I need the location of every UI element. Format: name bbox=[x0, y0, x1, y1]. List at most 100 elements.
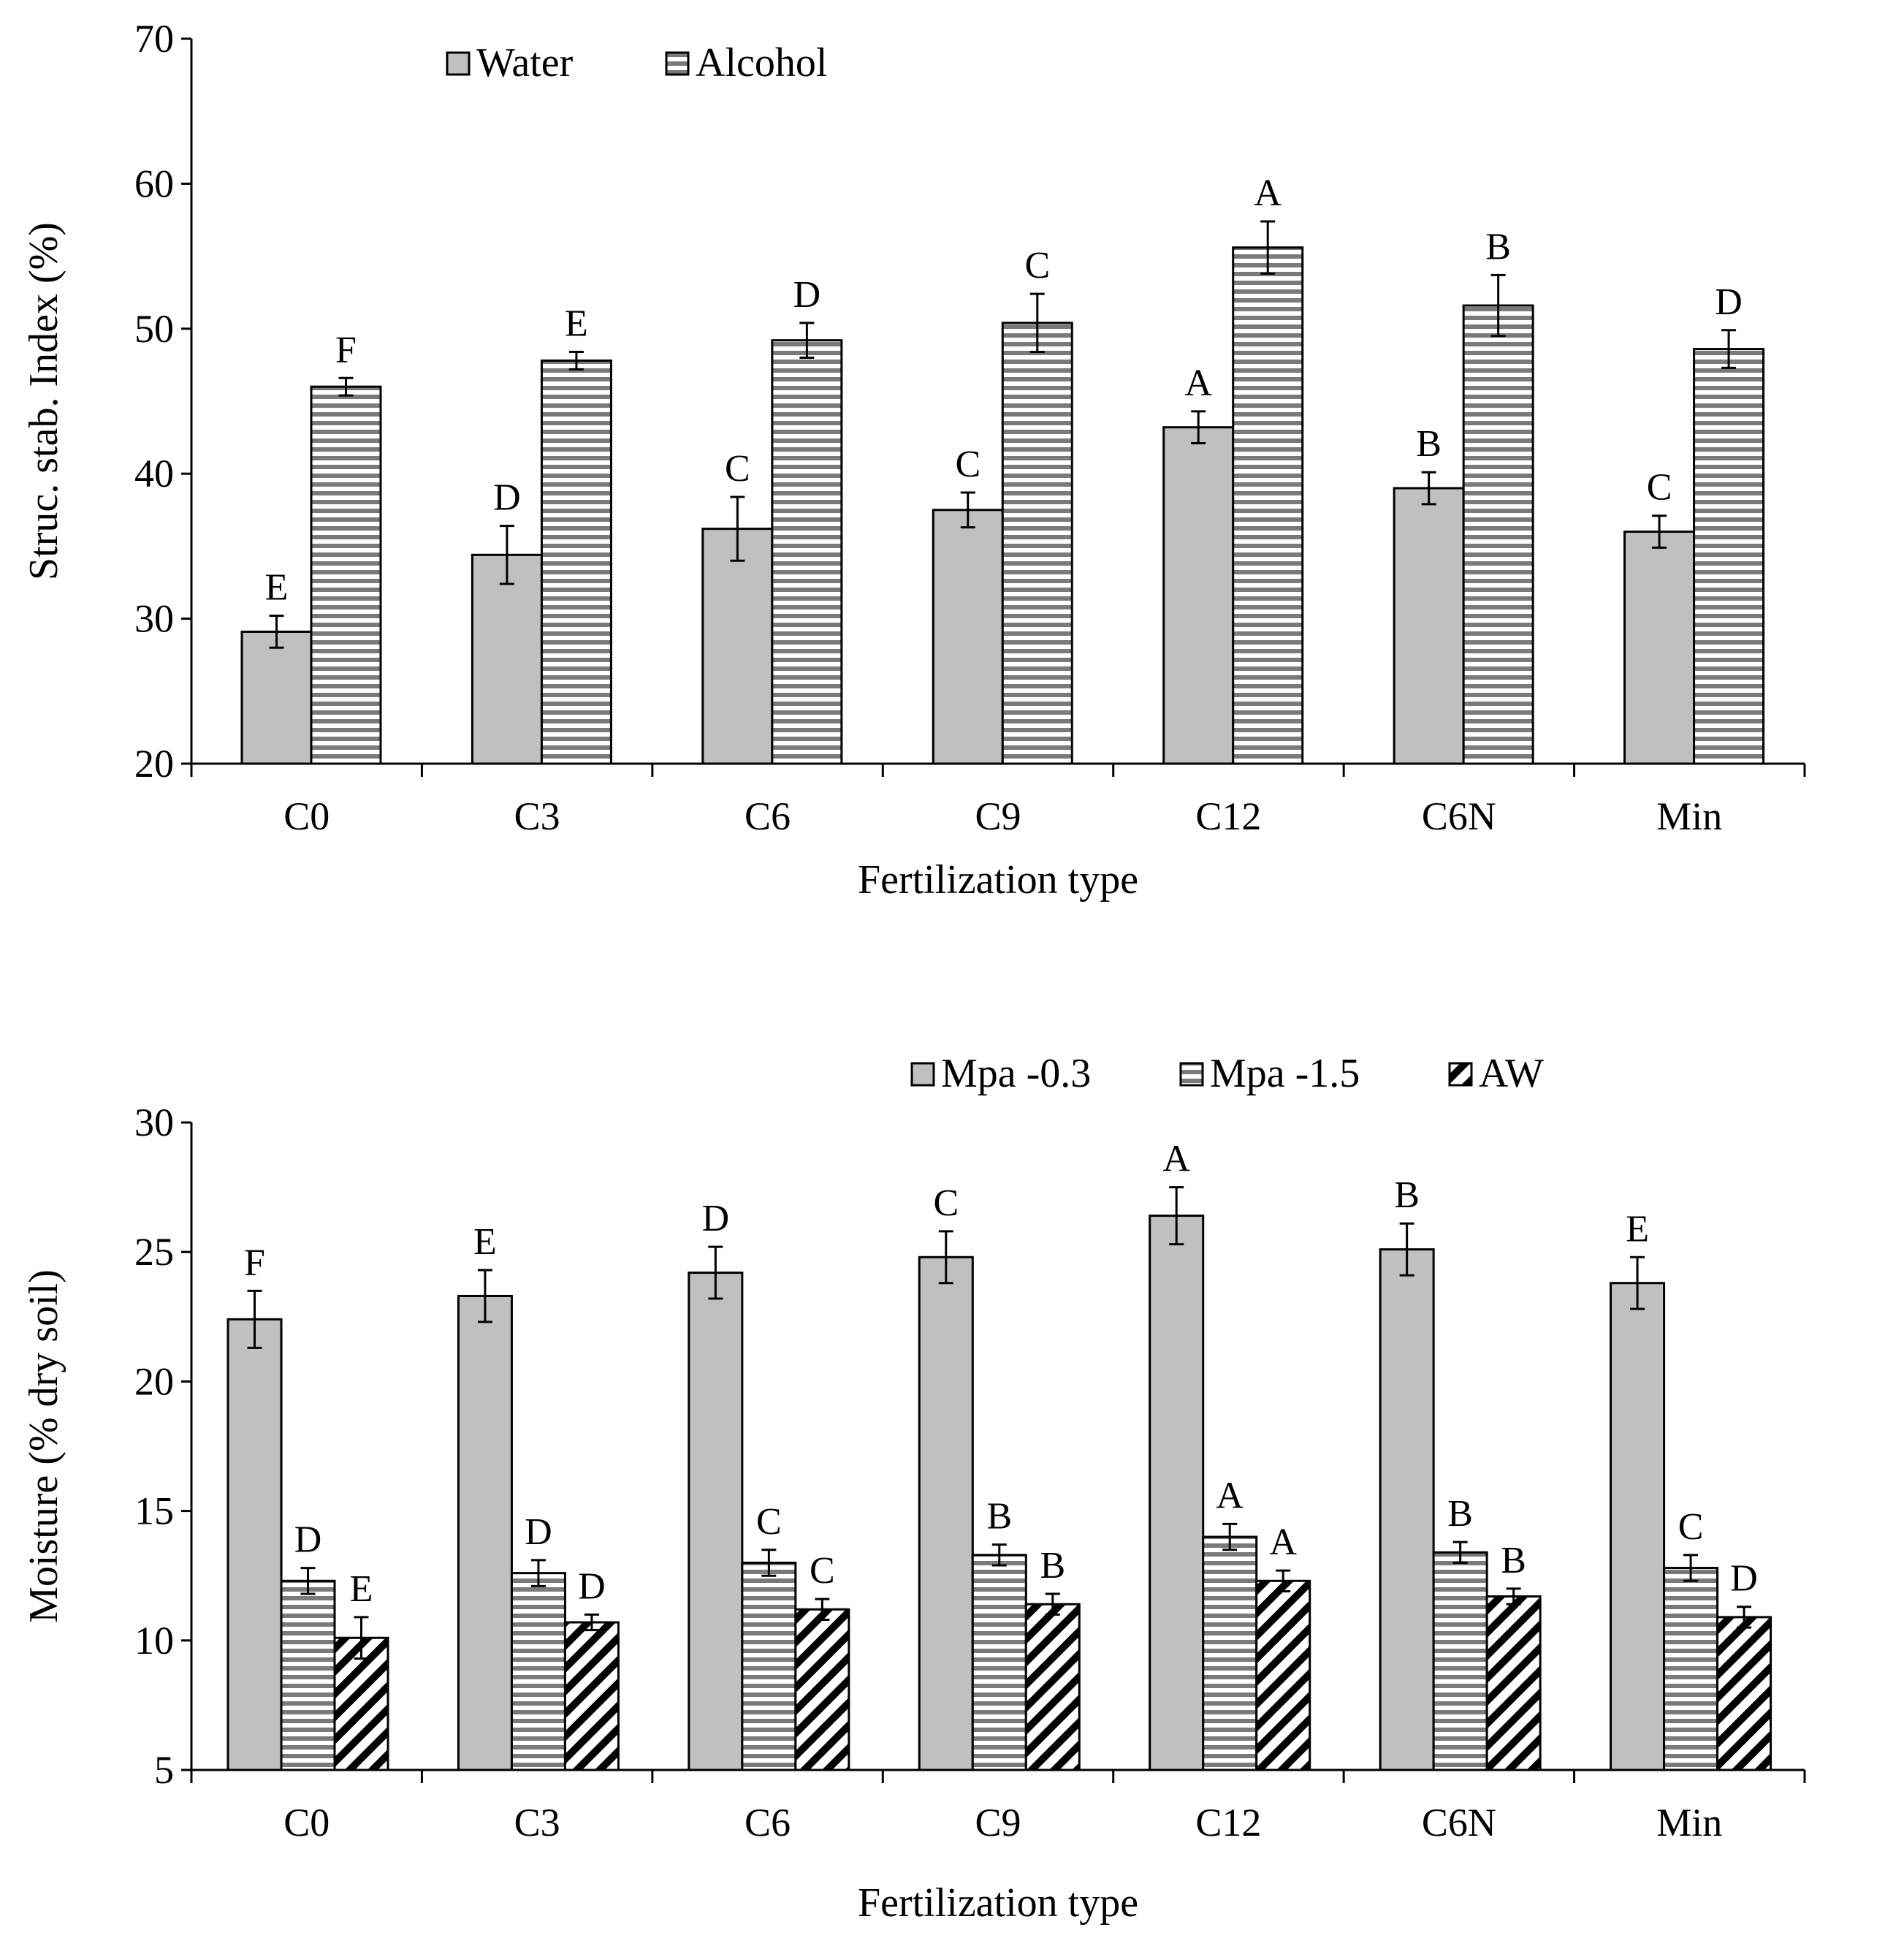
x-tick-label: C6 bbox=[745, 794, 791, 838]
y-tick-label: 40 bbox=[134, 452, 174, 495]
x-tick-label: C6N bbox=[1422, 794, 1496, 838]
bar bbox=[1432, 1551, 1488, 1771]
significance-letter: B bbox=[1416, 423, 1442, 465]
significance-letter: C bbox=[725, 448, 750, 490]
bar bbox=[741, 1561, 797, 1771]
y-tick-label: 20 bbox=[134, 742, 174, 786]
legend-label: Alcohol bbox=[696, 40, 827, 86]
bar bbox=[701, 528, 774, 765]
bar bbox=[1255, 1579, 1311, 1771]
x-axis-title: Fertilization type bbox=[858, 857, 1138, 903]
bar bbox=[310, 385, 382, 765]
bar bbox=[540, 359, 612, 765]
x-tick-label: C6 bbox=[745, 1801, 791, 1844]
legend-label: Water bbox=[476, 40, 574, 86]
y-tick-label: 30 bbox=[134, 597, 174, 641]
bar bbox=[688, 1272, 744, 1771]
significance-letter: A bbox=[1254, 172, 1282, 214]
x-tick-label: Min bbox=[1656, 1801, 1722, 1844]
significance-letter: C bbox=[810, 1550, 835, 1592]
bar bbox=[1693, 348, 1765, 765]
bar bbox=[1716, 1616, 1772, 1771]
bar bbox=[771, 339, 843, 765]
significance-letter: B bbox=[1040, 1545, 1065, 1587]
significance-letter: A bbox=[1184, 362, 1212, 404]
significance-letter: C bbox=[955, 444, 980, 485]
x-tick-label: C0 bbox=[283, 794, 330, 838]
significance-letter: D bbox=[578, 1565, 606, 1607]
bar bbox=[333, 1636, 389, 1771]
moisture-chart: 5 10 15 20 25 30 C0 C3 C6 C9 C12 C6N Min Fertilizatio… bbox=[21, 1051, 1806, 1926]
bar bbox=[510, 1572, 566, 1771]
significance-letter: D bbox=[493, 477, 521, 519]
bar bbox=[1024, 1603, 1081, 1771]
bar bbox=[1202, 1535, 1258, 1771]
significance-letter: A bbox=[1216, 1475, 1244, 1516]
significance-letter: E bbox=[473, 1221, 497, 1263]
significance-letter: D bbox=[1730, 1558, 1758, 1600]
significance-letter: C bbox=[1024, 245, 1050, 286]
significance-letter: E bbox=[565, 303, 588, 345]
bar bbox=[1001, 322, 1073, 765]
significance-letter: D bbox=[702, 1198, 730, 1239]
bar bbox=[971, 1554, 1027, 1771]
significance-letter: A bbox=[1162, 1139, 1190, 1180]
significance-letter: D bbox=[1715, 281, 1743, 323]
bar bbox=[457, 1294, 513, 1771]
bar bbox=[226, 1318, 283, 1771]
significance-letter: D bbox=[793, 274, 821, 316]
significance-letter: D bbox=[525, 1511, 552, 1553]
legend-swatch bbox=[1179, 1062, 1204, 1087]
y-tick-label: 25 bbox=[134, 1230, 174, 1274]
significance-letter: C bbox=[756, 1501, 782, 1543]
bar bbox=[932, 509, 1004, 765]
y-axis-title: Moisture (% dry soil) bbox=[21, 1269, 66, 1623]
bar bbox=[563, 1621, 620, 1771]
bar bbox=[1485, 1595, 1542, 1771]
bar bbox=[471, 553, 543, 765]
bar bbox=[1232, 246, 1304, 765]
legend-label: Mpa -1.5 bbox=[1210, 1051, 1360, 1096]
bar bbox=[1149, 1215, 1205, 1771]
y-tick-label: 10 bbox=[134, 1619, 174, 1663]
significance-letter: E bbox=[265, 567, 289, 609]
x-tick-label: C3 bbox=[514, 1801, 560, 1844]
legend-swatch bbox=[446, 51, 471, 76]
y-tick-label: 30 bbox=[134, 1101, 174, 1144]
x-tick-label: C6N bbox=[1422, 1801, 1496, 1844]
significance-letter: B bbox=[986, 1496, 1012, 1538]
significance-letter: E bbox=[350, 1568, 373, 1610]
y-tick-label: 50 bbox=[134, 307, 174, 351]
significance-letter: F bbox=[335, 329, 357, 371]
significance-letter: C bbox=[933, 1182, 959, 1224]
significance-letter: B bbox=[1394, 1174, 1420, 1216]
bar bbox=[1663, 1567, 1719, 1771]
bar bbox=[240, 630, 313, 765]
significance-letter: D bbox=[294, 1519, 322, 1561]
bar bbox=[1623, 531, 1696, 765]
x-tick-label: C9 bbox=[975, 1801, 1021, 1844]
x-tick-label: C0 bbox=[283, 1801, 330, 1844]
significance-letter: B bbox=[1485, 226, 1511, 267]
x-axis-title: Fertilization type bbox=[858, 1880, 1138, 1926]
bar bbox=[1610, 1282, 1666, 1771]
bar bbox=[1162, 426, 1235, 765]
structural-stability-chart: 20 30 40 50 60 70 C0 C3 C6 C9 C12 C6N Min Fertilizati… bbox=[21, 17, 1806, 903]
bar bbox=[280, 1579, 336, 1771]
y-tick-label: 20 bbox=[134, 1359, 174, 1403]
x-tick-label: C3 bbox=[514, 794, 560, 838]
bar bbox=[1393, 487, 1465, 765]
y-tick-label: 15 bbox=[134, 1489, 174, 1533]
y-tick-label: 5 bbox=[154, 1748, 174, 1792]
bar bbox=[1379, 1248, 1435, 1771]
legend-swatch bbox=[665, 51, 690, 76]
legend-swatch bbox=[1448, 1062, 1473, 1087]
y-axis-title: Struc. stab. Index (%) bbox=[21, 222, 66, 580]
bar bbox=[794, 1608, 850, 1771]
legend-swatch bbox=[910, 1062, 935, 1087]
y-tick-label: 60 bbox=[134, 162, 174, 205]
significance-letter: E bbox=[1626, 1208, 1649, 1250]
x-tick-label: C12 bbox=[1195, 1801, 1261, 1844]
x-tick-label: C12 bbox=[1195, 794, 1261, 838]
